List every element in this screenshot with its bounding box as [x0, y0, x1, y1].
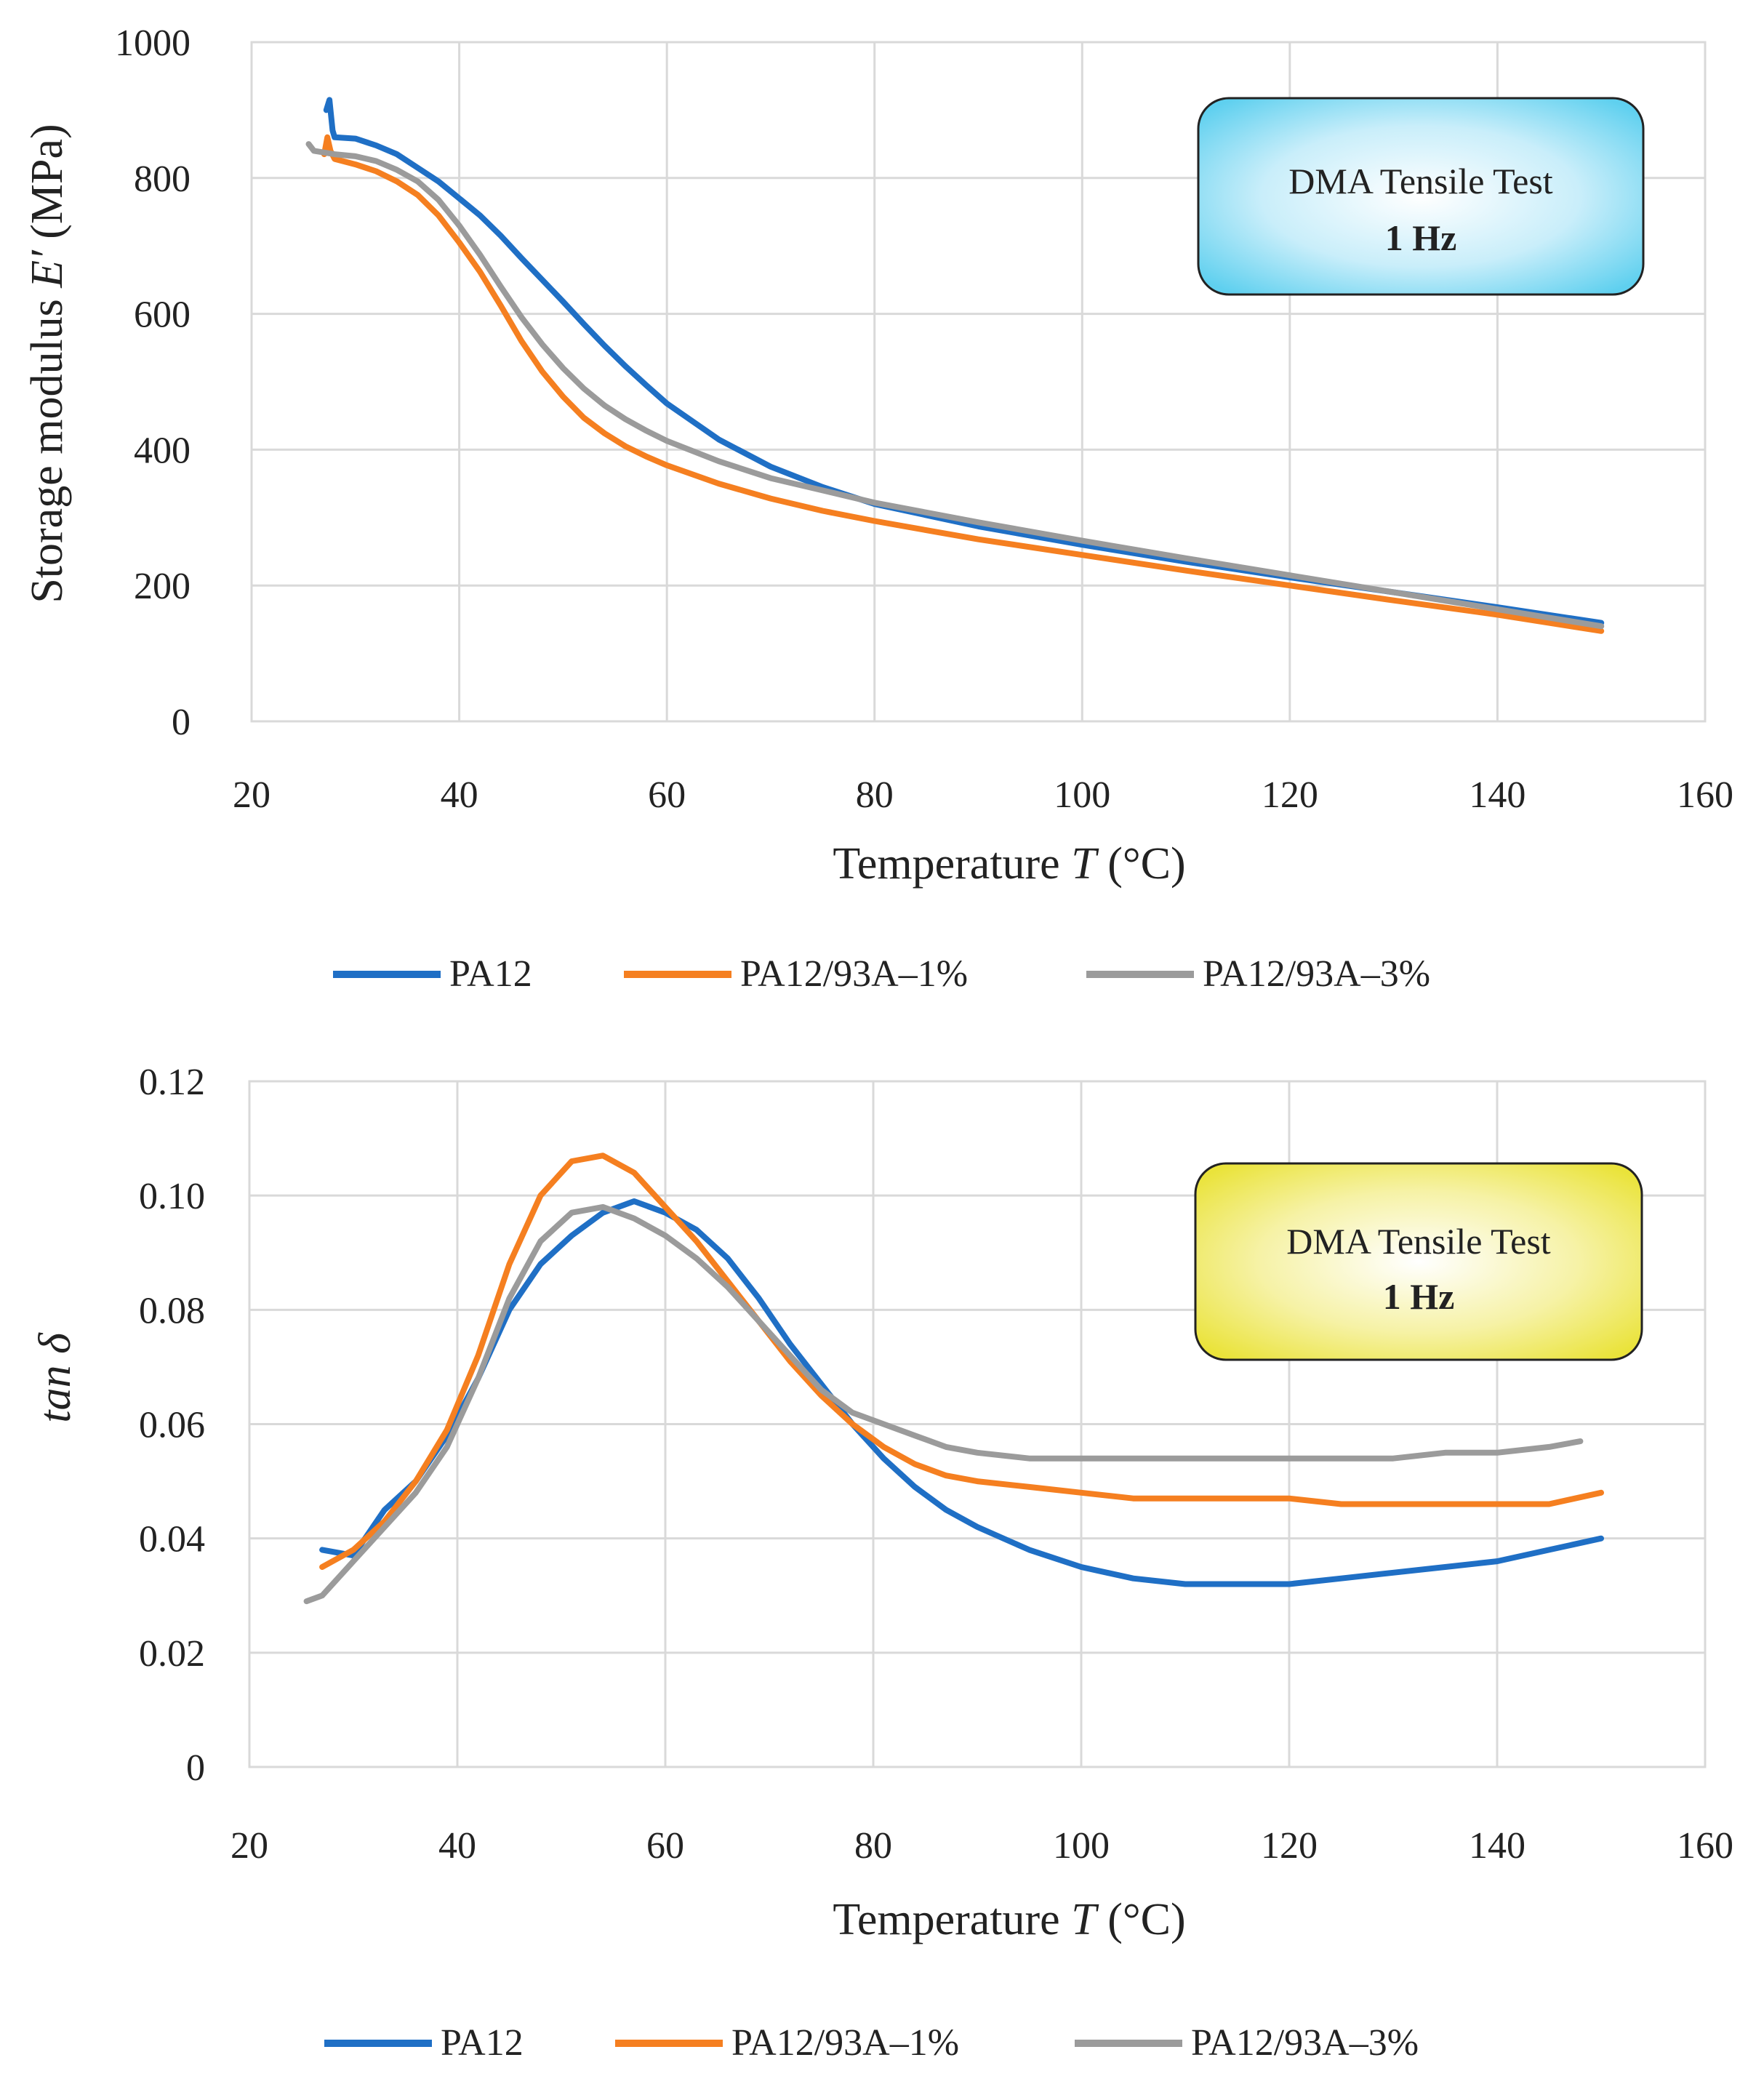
annotation-line2: 1 Hz — [1385, 217, 1457, 258]
x-tick-label: 80 — [856, 774, 894, 816]
x-ticks: 20 40 60 80 100 120 140 160 — [230, 1825, 1733, 1867]
series-line-pa12-93a-3 — [303, 1203, 1584, 1605]
y-tick-label: 400 — [134, 430, 191, 471]
annotation-line1: DMA Tensile Test — [1288, 161, 1552, 201]
x-tick-label: 140 — [1469, 1825, 1526, 1867]
y-ticks: 0 200 400 600 800 1000 — [115, 23, 191, 743]
legend-label: PA12 — [449, 953, 532, 995]
grid — [250, 41, 1707, 723]
x-tick-label: 20 — [230, 1825, 268, 1867]
x-tick-label: 40 — [441, 774, 478, 816]
legend-label: PA12/93A–1% — [731, 2022, 959, 2064]
x-tick-label: 120 — [1262, 774, 1318, 816]
legend-item-pa12: PA12 — [333, 953, 532, 995]
y-tick-label: 0 — [172, 702, 191, 743]
tan-delta-chart: 20 40 60 80 100 120 140 160 0 0.02 0.04 0.06 0.08 0.… — [31, 1062, 1733, 2064]
legend: PA12 PA12/93A–1% PA12/93A–3% — [324, 2022, 1419, 2064]
x-axis-label: Temperature T (°C) — [833, 1895, 1185, 1944]
y-tick-label: 1000 — [115, 23, 191, 64]
x-tick-label: 160 — [1677, 1825, 1733, 1867]
x-ticks: 20 40 60 80 100 120 140 160 — [233, 774, 1733, 816]
legend-label: PA12 — [441, 2022, 524, 2064]
annotation-box: DMA Tensile Test 1 Hz — [1194, 1162, 1643, 1361]
legend-item-pa12: PA12 — [324, 2022, 524, 2064]
annotation-line2: 1 Hz — [1383, 1276, 1455, 1317]
y-tick-label: 0.06 — [139, 1405, 205, 1446]
series-line-pa12-93a-1 — [319, 1153, 1604, 1570]
series-lines — [305, 97, 1605, 634]
x-tick-label: 80 — [854, 1825, 892, 1867]
series-line-pa12 — [323, 97, 1605, 626]
y-tick-label: 0.12 — [139, 1062, 205, 1103]
y-tick-label: 0.02 — [139, 1633, 205, 1675]
x-tick-label: 140 — [1469, 774, 1526, 816]
annotation-line1: DMA Tensile Test — [1286, 1221, 1550, 1262]
y-tick-label: 800 — [134, 159, 191, 200]
y-ticks: 0 0.02 0.04 0.06 0.08 0.10 0.12 — [139, 1062, 205, 1789]
y-tick-label: 200 — [134, 566, 191, 607]
y-tick-label: 0.08 — [139, 1290, 205, 1331]
legend-label: PA12/93A–3% — [1203, 953, 1430, 995]
legend-item-pa12-93a-1: PA12/93A–1% — [615, 2022, 959, 2064]
storage-modulus-chart: 20 40 60 80 100 120 140 160 0 200 400 600 800 1000 D… — [23, 23, 1733, 995]
x-tick-label: 60 — [648, 774, 686, 816]
series-line-pa12-93a-3 — [305, 141, 1605, 630]
legend: PA12 PA12/93A–1% PA12/93A–3% — [333, 953, 1430, 995]
x-tick-label: 120 — [1261, 1825, 1318, 1867]
x-tick-label: 100 — [1054, 774, 1110, 816]
y-tick-label: 0 — [186, 1747, 205, 1789]
series-lines — [303, 1153, 1604, 1605]
legend-label: PA12/93A–3% — [1191, 2022, 1419, 2064]
y-axis-label: Storage modulus E′ (MPa) — [23, 124, 72, 603]
annotation-box: DMA Tensile Test 1 Hz — [1197, 97, 1645, 296]
legend-item-pa12-93a-1: PA12/93A–1% — [624, 953, 968, 995]
legend-item-pa12-93a-3: PA12/93A–3% — [1075, 2022, 1419, 2064]
y-axis-label: tan δ — [31, 1332, 80, 1423]
x-axis-label: Temperature T (°C) — [833, 839, 1185, 889]
x-tick-label: 40 — [438, 1825, 476, 1867]
y-tick-label: 0.10 — [139, 1176, 205, 1217]
x-tick-label: 160 — [1677, 774, 1733, 816]
legend-item-pa12-93a-3: PA12/93A–3% — [1086, 953, 1430, 995]
y-tick-label: 0.04 — [139, 1519, 205, 1560]
x-tick-label: 20 — [233, 774, 270, 816]
x-tick-label: 100 — [1053, 1825, 1110, 1867]
x-tick-label: 60 — [646, 1825, 684, 1867]
series-line-pa12-93a-1 — [321, 134, 1605, 634]
y-tick-label: 600 — [134, 294, 191, 336]
legend-label: PA12/93A–1% — [740, 953, 968, 995]
